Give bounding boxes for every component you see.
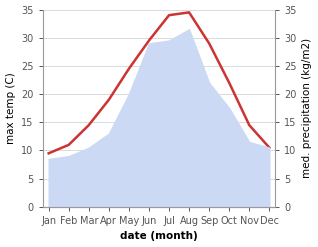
X-axis label: date (month): date (month) (120, 231, 198, 242)
Y-axis label: max temp (C): max temp (C) (5, 72, 16, 144)
Y-axis label: med. precipitation (kg/m2): med. precipitation (kg/m2) (302, 38, 313, 178)
